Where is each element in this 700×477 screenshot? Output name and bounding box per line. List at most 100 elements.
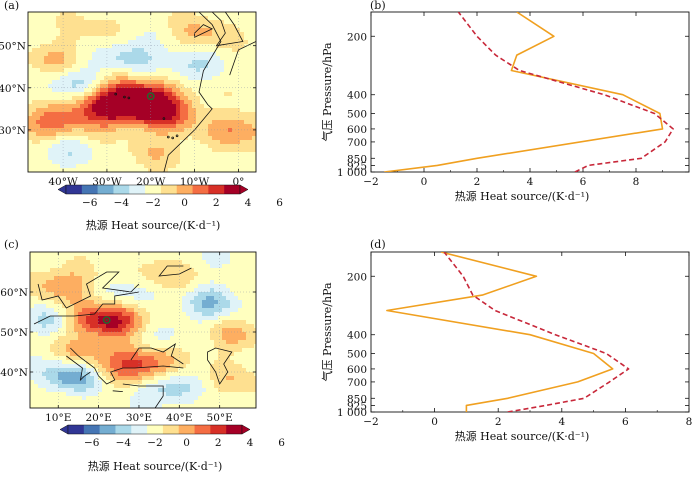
heat-cell [196,116,201,121]
heat-cell [156,20,161,25]
heat-cell [68,132,73,137]
heat-cell [214,272,219,277]
heat-cell [68,148,73,153]
heat-cell [240,128,245,133]
heat-cell [64,84,69,89]
heat-cell [224,56,229,61]
heat-cell [96,112,101,117]
heat-cell [158,300,163,305]
heat-cell [128,56,133,61]
heat-cell [120,28,125,33]
heat-cell [238,276,243,281]
heat-cell [240,20,245,25]
heat-cell [206,288,211,293]
heat-cell [206,304,211,309]
heat-cell [198,352,203,357]
heat-cell [82,364,87,369]
heat-cell [78,256,83,261]
heat-cell [40,64,45,69]
heat-cell [108,96,113,101]
heat-cell [78,316,83,321]
heat-cell [64,156,69,161]
heat-cell [194,252,199,257]
heat-cell [68,120,73,125]
heat-cell [224,152,229,157]
colorbar-swatch [194,425,211,434]
heat-cell [92,140,97,145]
heat-cell [190,340,195,345]
heat-cell [80,44,85,49]
heat-cell [130,332,135,337]
heat-cell [42,336,47,341]
heat-cell [122,404,127,408]
heat-cell [136,104,141,109]
heat-cell [196,36,201,41]
heat-cell [150,328,155,333]
heat-cell [88,124,93,129]
heat-cell [84,12,89,17]
heat-cell [110,300,115,305]
heat-cell [118,284,123,289]
heat-cell [130,300,135,305]
heat-cell [58,336,63,341]
heat-cell [240,152,245,157]
heat-cell [140,64,145,69]
heat-cell [198,260,203,265]
heat-cell [68,44,73,49]
heat-cell [84,20,89,25]
heat-cell [68,88,73,93]
heat-cell [94,364,99,369]
heat-cell [66,276,71,281]
heat-cell [196,20,201,25]
heat-cell [208,124,213,129]
heat-cell [142,312,147,317]
heat-cell [86,268,91,273]
heat-cell [142,400,147,405]
heat-cell [118,388,123,393]
heat-cell [106,292,111,297]
heat-cell [36,124,41,129]
heat-cell [210,308,215,313]
heat-cell [100,12,105,17]
heat-cell [174,388,179,393]
heat-cell [68,100,73,105]
heat-cell [94,272,99,277]
heat-cell [148,120,153,125]
heat-cell [206,340,211,345]
heat-cell [38,324,43,329]
colorbar-swatch [66,185,83,194]
heat-cell [252,92,256,97]
heat-cell [54,268,59,273]
island [171,136,174,140]
heat-cell [92,104,97,109]
heat-cell [130,364,135,369]
heat-cell [188,148,193,153]
heat-cell [30,376,35,381]
heat-cell [44,156,49,161]
heat-cell [232,20,237,25]
heat-cell [126,336,131,341]
heat-cell [222,352,227,357]
heat-cell [44,60,49,65]
heat-cell [28,112,33,117]
heat-cell [94,252,99,257]
heat-cell [36,52,41,57]
heat-cell [252,76,256,81]
heat-cell [230,348,235,353]
heat-cell [172,32,177,37]
heat-cell [138,400,143,405]
heat-cell [194,272,199,277]
heat-cell [72,64,77,69]
heat-cell [86,396,91,401]
heat-cell [80,108,85,113]
heat-cell [120,124,125,129]
heat-cell [156,120,161,125]
heat-cell [30,256,35,261]
heat-cell [134,300,139,305]
heat-cell [184,156,189,161]
heat-cell [164,148,169,153]
heat-cell [174,332,179,337]
heat-cell [172,164,177,169]
heat-cell [226,256,231,261]
heat-cell [156,60,161,65]
